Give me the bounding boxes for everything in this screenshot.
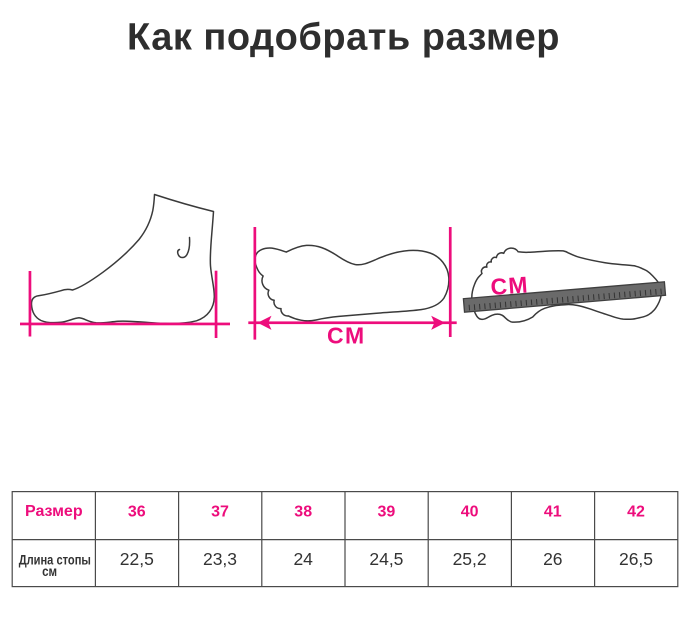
- svg-text:Размер: Размер: [25, 503, 83, 520]
- svg-text:22,5: 22,5: [120, 549, 154, 569]
- svg-text:37: 37: [211, 504, 229, 521]
- svg-text:24: 24: [293, 549, 313, 569]
- svg-text:39: 39: [378, 504, 396, 521]
- svg-text:СМ: СМ: [490, 271, 530, 300]
- svg-text:СМ: СМ: [327, 322, 366, 348]
- svg-text:Длина стопы: Длина стопы: [19, 552, 91, 568]
- svg-text:23,3: 23,3: [203, 549, 237, 569]
- svg-text:38: 38: [294, 504, 312, 521]
- svg-text:40: 40: [461, 504, 479, 521]
- svg-text:25,2: 25,2: [453, 549, 487, 569]
- svg-text:Как подобрать размер: Как подобрать размер: [127, 16, 560, 58]
- svg-text:см: см: [42, 563, 57, 579]
- svg-text:36: 36: [128, 504, 146, 521]
- svg-text:42: 42: [627, 504, 645, 521]
- svg-text:41: 41: [544, 504, 562, 521]
- svg-text:24,5: 24,5: [369, 549, 403, 569]
- svg-text:26: 26: [543, 549, 562, 569]
- svg-text:26,5: 26,5: [619, 549, 653, 569]
